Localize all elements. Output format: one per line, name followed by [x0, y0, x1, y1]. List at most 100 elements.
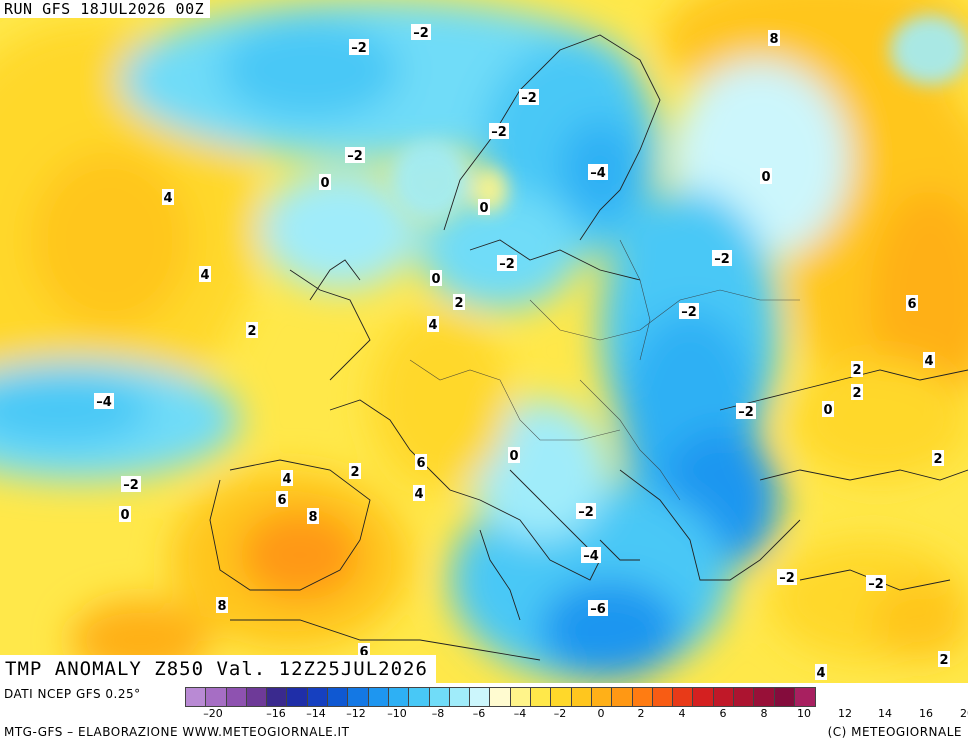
contour-label-bg	[319, 174, 331, 190]
legend-swatch	[531, 688, 552, 706]
legend-swatch	[510, 688, 532, 706]
contour-label-bg	[768, 30, 780, 46]
legend-swatch	[226, 688, 247, 706]
legend-tick-label: 2	[637, 707, 645, 720]
legend-swatch	[388, 688, 410, 706]
contour-label-bg	[588, 164, 608, 180]
footer: DATI NCEP GFS 0.25° –20 –16 –14 –12 –10 –8 –6–…	[0, 683, 968, 745]
contour-label: –2	[491, 125, 507, 140]
coastlines	[209, 34, 968, 661]
contour-label-bg	[497, 255, 517, 271]
contour-label-bg	[576, 503, 596, 519]
legend-swatch	[652, 688, 674, 706]
contour-label-bg	[415, 454, 427, 470]
contour-label-bg	[822, 401, 834, 417]
legend-tick-label: 16	[919, 707, 933, 720]
map-title: TMP ANOMALY Z850 Val. 12Z25JUL2026	[0, 655, 436, 683]
contour-label: –4	[590, 166, 606, 181]
legend-ticks: –20–16–14–12–10–8–6–4–2024681012141620	[185, 707, 968, 723]
contour-label: 4	[428, 318, 437, 333]
contour-label-bg	[121, 476, 141, 492]
contour-label-bg	[519, 89, 539, 105]
contour-label-bg	[411, 24, 431, 40]
contour-label-bg	[345, 147, 365, 163]
contour-label: –2	[347, 149, 363, 164]
contour-label-bg	[508, 447, 520, 463]
legend-swatch	[713, 688, 735, 706]
contour-label-bg	[453, 294, 465, 310]
legend-swatch	[551, 688, 572, 706]
legend-swatch	[754, 688, 775, 706]
legend-swatch	[449, 688, 471, 706]
contour-label: 0	[823, 403, 832, 418]
credit-line: MTG-GFS – ELABORAZIONE WWW.METEOGIORNALE…	[4, 725, 350, 739]
contour-label-bg	[349, 39, 369, 55]
legend-tick-label: 4	[678, 707, 686, 720]
contour-label-bg	[736, 403, 756, 419]
contour-label-bg	[712, 250, 732, 266]
contour-label: –2	[521, 91, 537, 106]
contour-label-bg	[349, 463, 361, 479]
legend-tick-label: –16	[266, 707, 286, 720]
contour-label: 2	[350, 465, 359, 480]
contour-label: –2	[779, 571, 795, 586]
legend-swatch	[186, 688, 207, 706]
contour-label: 0	[509, 449, 518, 464]
contour-label: 0	[320, 176, 329, 191]
contour-label: –2	[868, 577, 884, 592]
contour-label-bg	[815, 664, 827, 680]
contour-label-bg	[938, 651, 950, 667]
contour-label-bg	[760, 168, 772, 184]
contour-label: 2	[454, 296, 463, 311]
legend-tick-label: 10	[797, 707, 811, 720]
legend-tick-label: 14	[878, 707, 892, 720]
contour-label: 4	[282, 472, 291, 487]
legend-swatch	[774, 688, 795, 706]
contour-label: 4	[414, 487, 423, 502]
contour-label-bg	[588, 600, 608, 616]
contour-label: –2	[681, 305, 697, 320]
contour-label-bg	[581, 547, 601, 563]
legend-swatch	[490, 688, 511, 706]
contour-label-bg	[246, 322, 258, 338]
contour-label: 2	[852, 386, 861, 401]
color-legend	[185, 687, 817, 707]
legend-tick-label: 8	[760, 707, 768, 720]
run-label: RUN GFS 18JUL2026 00Z	[0, 0, 211, 18]
contour-label-bg	[199, 266, 211, 282]
contour-label: –2	[123, 478, 139, 493]
contour-label-bg	[413, 485, 425, 501]
legend-swatch	[307, 688, 329, 706]
legend-tick-label: 20	[960, 707, 968, 720]
legend-swatch	[693, 688, 714, 706]
data-source: DATI NCEP GFS 0.25°	[4, 687, 141, 701]
legend-tick-label: –4	[513, 707, 527, 720]
contour-label-bg	[162, 189, 174, 205]
legend-swatch	[571, 688, 592, 706]
contour-label-bg	[307, 508, 319, 524]
contour-label: 8	[217, 599, 226, 614]
legend-tick-label: 0	[597, 707, 605, 720]
contour-label: 0	[120, 508, 129, 523]
contour-label-bg	[932, 450, 944, 466]
contour-label-bg	[94, 393, 114, 409]
legend-tick-label: –12	[346, 707, 366, 720]
legend-tick-label: –10	[387, 707, 407, 720]
contour-label: 6	[277, 493, 286, 508]
contour-label: 4	[163, 191, 172, 206]
contour-label-bg	[851, 361, 863, 377]
contour-label-bg	[478, 199, 490, 215]
legend-tick-label: 12	[838, 707, 852, 720]
contour-label: 4	[924, 354, 933, 369]
legend-swatch	[368, 688, 389, 706]
contour-label: 4	[200, 268, 209, 283]
contour-label: –4	[96, 395, 112, 410]
legend-swatch	[734, 688, 755, 706]
legend-tick-label: –14	[306, 707, 326, 720]
legend-swatch	[409, 688, 430, 706]
contour-label: –2	[413, 26, 429, 41]
legend-tick-label: –8	[431, 707, 445, 720]
legend-tick-label: –20	[203, 707, 223, 720]
legend-swatch	[673, 688, 694, 706]
